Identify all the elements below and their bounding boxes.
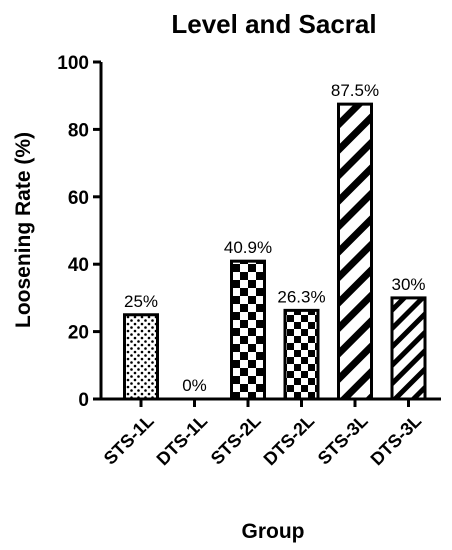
- bar-sts-3l: [337, 102, 373, 401]
- y-tick-label: 40: [68, 255, 89, 276]
- y-tick-label: 0: [78, 390, 89, 411]
- bar-dts-3l: [390, 296, 427, 401]
- chart-title: Level and Sacral: [171, 9, 376, 39]
- y-axis-ticks: 0 20 40 60 80 100: [57, 53, 101, 411]
- data-label-sts-1l: 25%: [124, 292, 158, 311]
- bars-group: [123, 102, 427, 401]
- y-tick-label: 80: [68, 120, 89, 141]
- y-tick-label: 20: [68, 323, 89, 344]
- data-label-sts-3l: 87.5%: [331, 81, 379, 100]
- x-tick-label-dts-1l: DTS-1L: [153, 411, 212, 470]
- data-label-dts-2l: 26.3%: [277, 287, 325, 306]
- data-labels-group: 25% 0% 40.9% 26.3% 87.5% 30%: [124, 81, 426, 395]
- x-tick-label-sts-3l: STS-3L: [314, 411, 372, 469]
- bar-sts-1l: [123, 313, 159, 401]
- x-tick-label-sts-1l: STS-1L: [100, 411, 158, 469]
- y-tick-label: 100: [57, 53, 89, 74]
- y-tick-label: 60: [68, 188, 89, 209]
- data-label-sts-2l: 40.9%: [224, 238, 272, 257]
- bar-sts-2l: [230, 259, 266, 401]
- x-tick-label-dts-2l: DTS-2L: [260, 411, 319, 470]
- x-axis-title: Group: [242, 520, 305, 543]
- bar-dts-2l: [283, 308, 320, 401]
- x-tick-label-sts-2l: STS-2L: [207, 411, 265, 469]
- data-label-dts-3l: 30%: [391, 275, 425, 294]
- y-axis-title: Loosening Rate (%): [12, 132, 35, 328]
- x-tick-label-dts-3l: DTS-3L: [367, 411, 426, 470]
- data-label-dts-1l: 0%: [182, 376, 207, 395]
